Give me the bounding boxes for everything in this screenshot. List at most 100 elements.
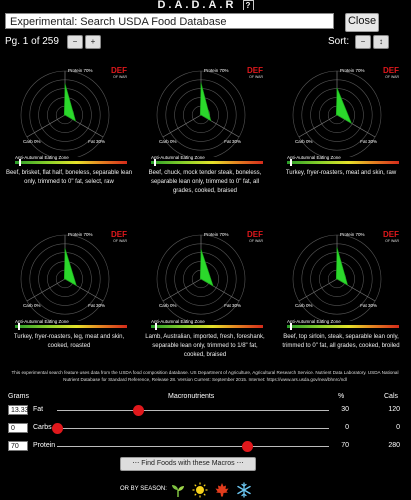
- eating-zone-marker: [290, 323, 292, 330]
- eating-zone-marker: [18, 323, 20, 330]
- protein-grams-input[interactable]: 70: [8, 441, 28, 451]
- fat-grams-input[interactable]: 13.33: [8, 405, 29, 415]
- macro-wedge: [63, 83, 77, 122]
- food-card[interactable]: Protein 70% Carb 0% Fat 30% DEF OF WAR Anti-A…: [277, 221, 405, 371]
- food-card[interactable]: Protein 70% Carb 0% Fat 30% DEF OF WAR Anti-A…: [141, 57, 269, 207]
- protein-slider-track[interactable]: [57, 446, 329, 448]
- eating-zone-label: Anti-Autumnal Eating Zone: [151, 319, 205, 324]
- eating-zone-bar: [287, 161, 399, 164]
- page-indicator: Pg. 1 of 259: [5, 36, 59, 47]
- help-button[interactable]: ?: [242, 0, 254, 10]
- eating-zone-bar: [287, 325, 399, 328]
- def-logo-sub: OF WAR: [249, 239, 263, 243]
- eating-zone-label: Anti-Autumnal Eating Zone: [15, 155, 69, 160]
- sort-desc-button[interactable]: −: [355, 35, 371, 49]
- def-logo: DEF: [111, 66, 127, 75]
- eating-zone-marker: [19, 159, 21, 166]
- sprout-icon[interactable]: [170, 482, 186, 498]
- carbs-axis-label: Carb 0%: [159, 303, 177, 308]
- radar-axis-carbs: [26, 114, 66, 138]
- radar-axis-carbs: [162, 278, 202, 302]
- fat-calories: 120: [388, 406, 400, 413]
- percent-header: %: [338, 393, 345, 400]
- carbs-percent: 0: [345, 424, 349, 431]
- macro-row-fat: 13.33 Fat 30 120: [5, 405, 405, 419]
- def-logo: DEF: [111, 230, 127, 239]
- def-logo: DEF: [383, 230, 399, 239]
- macro-wedge: [199, 248, 214, 287]
- def-logo: DEF: [383, 66, 399, 75]
- search-input[interactable]: Experimental: Search USDA Food Database: [5, 13, 334, 29]
- carbs-calories: 0: [396, 424, 400, 431]
- data-source-footnote: This experimental search feature uses da…: [11, 370, 399, 382]
- protein-axis-label: Protein 70%: [68, 232, 93, 237]
- protein-slider-thumb[interactable]: [241, 441, 253, 452]
- fat-percent: 30: [341, 406, 349, 413]
- carbs-axis-label: Carb 0%: [159, 139, 177, 144]
- radar-axis-carbs: [162, 114, 202, 138]
- radar-axis-carbs: [298, 114, 338, 138]
- protein-axis-label: Protein 70%: [340, 68, 365, 73]
- find-foods-button[interactable]: ⋯ Find Foods with these Macros ⋯: [120, 457, 256, 471]
- search-row: Experimental: Search USDA Food Database …: [5, 13, 405, 32]
- protein-axis-label: Protein 70%: [68, 68, 93, 73]
- radar-axis-carbs: [298, 278, 338, 302]
- maple-leaf-icon[interactable]: [214, 482, 230, 498]
- eating-zone-bar: [15, 161, 127, 164]
- macro-row-protein: 70 Protein 70 280: [5, 441, 405, 455]
- food-name: Lamb, Australian, imported, fresh, fores…: [145, 334, 265, 358]
- next-page-button[interactable]: +: [85, 35, 101, 49]
- eating-zone-bar: [151, 161, 263, 164]
- eating-zone-bar: [151, 325, 263, 328]
- protein-percent: 70: [341, 442, 349, 449]
- food-name: Beef, brisket, flat half, boneless, sepa…: [5, 170, 133, 185]
- food-card[interactable]: Protein 70% Carb 0% Fat 30% DEF OF WAR Anti-A…: [5, 57, 133, 207]
- protein-calories: 280: [388, 442, 400, 449]
- season-label: OR BY SEASON:: [120, 486, 167, 492]
- food-name: Beef, top sirloin, steak, separable lean…: [282, 334, 400, 349]
- def-logo-sub: OF WAR: [385, 75, 399, 79]
- food-card[interactable]: Protein 70% Carb 0% Fat 30% DEF OF WAR Anti-A…: [5, 221, 133, 371]
- def-logo-sub: OF WAR: [385, 239, 399, 243]
- pager-row: Pg. 1 of 259 − + Sort: − ↕: [5, 35, 405, 49]
- food-card[interactable]: Protein 70% Carb 0% Fat 30% DEF OF WAR Anti-A…: [141, 221, 269, 371]
- fat-axis-label: Fat 30%: [224, 303, 241, 308]
- protein-axis-label: Protein 70%: [204, 232, 229, 237]
- food-name: Turkey, fryer-roasters, meat and skin, r…: [285, 170, 397, 176]
- fat-slider-thumb[interactable]: [133, 405, 145, 416]
- cals-header: Cals: [384, 393, 399, 400]
- carbs-axis-label: Carb 0%: [295, 139, 313, 144]
- eating-zone-marker: [155, 323, 157, 330]
- app-title-text: D.A.D.A.R: [157, 0, 237, 10]
- carbs-grams-input[interactable]: 0: [8, 423, 28, 433]
- fat-slider-track[interactable]: [57, 410, 329, 412]
- eating-zone-marker: [290, 159, 292, 166]
- protein-axis-label: Protein 70%: [340, 232, 365, 237]
- app-title: D.A.D.A.R ?: [0, 0, 411, 10]
- prev-page-button[interactable]: −: [67, 35, 83, 49]
- fat-axis-label: Fat 30%: [360, 139, 377, 144]
- sort-label: Sort:: [328, 36, 350, 47]
- macro-wedge: [63, 248, 77, 287]
- food-card[interactable]: Protein 70% Carb 0% Fat 30% DEF OF WAR Anti-A…: [277, 57, 405, 207]
- carbs-label: Carbs: [33, 424, 52, 431]
- sort-asc-button[interactable]: ↕: [373, 35, 389, 49]
- close-button[interactable]: Close: [345, 13, 379, 32]
- carbs-axis-label: Carb 0%: [23, 303, 41, 308]
- def-logo-sub: OF WAR: [113, 239, 127, 243]
- carbs-axis-label: Carb 0%: [23, 139, 41, 144]
- fat-axis-label: Fat 30%: [224, 139, 241, 144]
- sun-icon[interactable]: [192, 482, 208, 498]
- snowflake-icon[interactable]: [236, 482, 252, 498]
- macro-wedge: [335, 247, 349, 286]
- carbs-slider-track[interactable]: [57, 428, 329, 430]
- def-logo-sub: OF WAR: [249, 75, 263, 79]
- food-name: Turkey, fryer-roasters, leg, meat and sk…: [13, 334, 125, 349]
- carbs-slider-thumb[interactable]: [51, 423, 63, 434]
